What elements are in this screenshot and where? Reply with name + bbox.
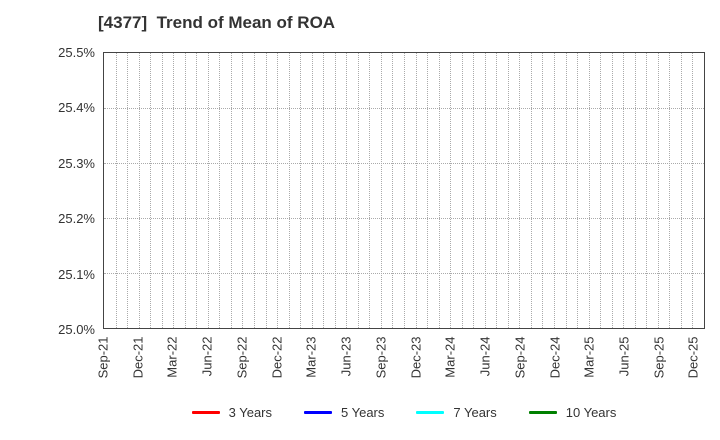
vertical-gridline: [196, 53, 198, 328]
legend-label: 3 Years: [228, 405, 272, 420]
vertical-gridline: [634, 53, 636, 328]
vertical-gridline: [542, 53, 544, 328]
vertical-gridline: [115, 53, 117, 328]
x-tick-label: Sep-22: [234, 336, 250, 379]
vertical-gridline: [588, 53, 590, 328]
legend-label: 10 Years: [565, 405, 617, 420]
vertical-gridline: [219, 53, 221, 328]
y-tick-label: 25.2%: [58, 211, 95, 227]
vertical-gridline: [346, 53, 348, 328]
y-tick-label: 25.0%: [58, 322, 95, 337]
vertical-gridline: [288, 53, 290, 328]
x-tick-label: Dec-23: [408, 336, 424, 379]
legend-label: 5 Years: [341, 405, 385, 420]
x-tick-label: Dec-21: [130, 336, 146, 379]
vertical-gridline: [254, 53, 255, 328]
legend-item-10-years: 10 Years: [528, 405, 617, 420]
x-tick-label: Sep-24: [512, 336, 528, 379]
legend-item-7-years: 7 Years: [416, 405, 497, 420]
vertical-gridline: [473, 53, 475, 328]
vertical-gridline: [415, 53, 417, 328]
vertical-gridline: [577, 53, 579, 328]
vertical-gridline: [242, 53, 244, 328]
x-tick-label: Jun-23: [338, 336, 354, 377]
horizontal-gridline: [104, 273, 704, 274]
vertical-gridline: [519, 53, 521, 328]
x-tick-label: Jun-25: [616, 336, 632, 377]
vertical-gridline: [334, 53, 336, 328]
vertical-gridline: [207, 53, 209, 328]
legend-line-icon: [304, 411, 332, 414]
vertical-gridline: [692, 53, 694, 328]
vertical-gridline: [265, 53, 267, 328]
vertical-gridline: [623, 53, 625, 328]
vertical-gridline: [496, 53, 498, 328]
vertical-gridline: [669, 53, 671, 328]
y-tick-label: 25.3%: [58, 155, 95, 171]
vertical-gridline: [507, 53, 509, 328]
x-tick-label: Dec-25: [685, 336, 701, 379]
legend-label: 7 Years: [453, 405, 497, 420]
vertical-gridline: [611, 53, 613, 328]
x-tick-label: Sep-23: [373, 336, 389, 379]
vertical-gridline: [657, 53, 659, 328]
x-tick-label: Jun-22: [199, 336, 215, 377]
vertical-gridline: [646, 53, 648, 328]
vertical-gridline: [369, 53, 371, 328]
vertical-gridline: [150, 53, 152, 328]
vertical-gridline: [392, 53, 394, 328]
y-tick-label: 25.4%: [58, 100, 95, 116]
y-tick-label: 25.5%: [58, 45, 95, 60]
vertical-gridline: [138, 53, 140, 328]
vertical-gridline: [438, 53, 440, 328]
legend-line-icon: [191, 411, 220, 414]
vertical-gridline: [300, 53, 302, 328]
vertical-gridline: [565, 53, 567, 328]
vertical-gridline: [680, 53, 682, 328]
vertical-gridline: [404, 53, 405, 328]
vertical-gridline: [323, 53, 325, 328]
x-tick-label: Sep-21: [95, 336, 111, 379]
horizontal-gridline: [104, 218, 704, 219]
legend-item-3-years: 3 Years: [191, 405, 272, 420]
horizontal-gridline: [104, 163, 704, 164]
horizontal-gridline: [104, 108, 704, 109]
vertical-gridline: [554, 53, 555, 328]
vertical-gridline: [600, 53, 602, 328]
legend: 3 Years 5 Years 7 Years 10 Years: [103, 405, 705, 420]
vertical-gridline: [277, 53, 279, 328]
vertical-gridline: [380, 53, 382, 328]
y-tick-label: 25.1%: [58, 266, 95, 282]
legend-line-icon: [416, 411, 445, 414]
x-tick-label: Mar-23: [303, 336, 319, 378]
vertical-gridline: [230, 53, 232, 328]
x-tick-label: Dec-22: [269, 336, 285, 379]
vertical-gridline: [127, 53, 129, 328]
vertical-gridline: [161, 53, 163, 328]
vertical-gridline: [530, 53, 532, 328]
vertical-gridline: [357, 53, 359, 328]
vertical-gridline: [484, 53, 486, 328]
vertical-gridline: [311, 53, 313, 328]
vertical-gridline: [461, 53, 463, 328]
x-tick-label: Sep-25: [651, 336, 667, 379]
x-tick-label: Mar-22: [164, 336, 180, 378]
legend-line-icon: [528, 411, 557, 414]
x-tick-label: Mar-24: [442, 336, 458, 378]
legend-item-5-years: 5 Years: [304, 405, 384, 420]
x-tick-label: Dec-24: [547, 336, 562, 379]
x-tick-label: Mar-25: [581, 336, 597, 378]
x-tick-label: Jun-24: [477, 336, 493, 377]
vertical-gridline: [450, 53, 452, 328]
vertical-gridline: [184, 53, 186, 328]
vertical-gridline: [173, 53, 175, 328]
vertical-gridline: [427, 53, 429, 328]
chart-title: [4377] Trend of Mean of ROA: [98, 13, 336, 32]
plot-area: [103, 52, 705, 329]
